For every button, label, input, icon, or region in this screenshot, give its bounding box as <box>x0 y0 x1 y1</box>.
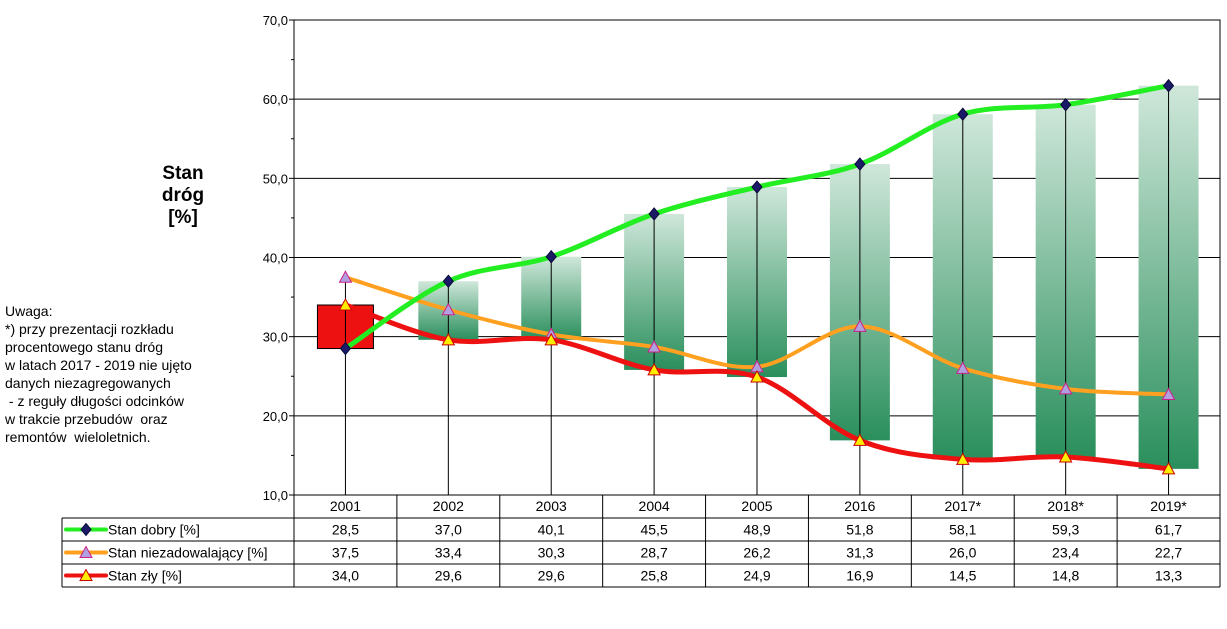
table-value: 37,5 <box>332 545 359 561</box>
legend-label: Stan niezadowalający [%] <box>108 545 268 561</box>
table-value: 45,5 <box>640 522 667 538</box>
table-value: 23,4 <box>1052 545 1079 561</box>
data-point <box>1058 381 1073 395</box>
y-tick-label: 70,0 <box>263 13 288 28</box>
data-point <box>854 157 866 171</box>
data-point <box>1161 461 1176 475</box>
category-label: 2003 <box>536 498 567 514</box>
note-line: - z reguły długości odcinków <box>5 393 184 409</box>
data-point <box>441 332 456 346</box>
table-value: 58,1 <box>949 522 976 538</box>
table-value: 14,8 <box>1052 568 1079 584</box>
category-label: 2017* <box>944 498 981 514</box>
category-label: 2004 <box>639 498 670 514</box>
data-point <box>957 107 969 121</box>
legend-marker <box>80 522 92 537</box>
data-point <box>441 302 456 316</box>
category-label: 2018* <box>1047 498 1084 514</box>
table-value: 48,9 <box>743 522 770 538</box>
table-value: 34,0 <box>332 568 359 584</box>
data-point <box>751 180 763 194</box>
y-axis-label-line: dróg <box>161 185 205 206</box>
y-axis-label-line: [%] <box>168 207 198 228</box>
y-tick-label: 20,0 <box>263 409 288 424</box>
data-point <box>1161 387 1176 400</box>
data-point <box>545 249 557 264</box>
data-point <box>339 341 352 356</box>
y-tick-label: 60,0 <box>263 92 288 107</box>
legend-marker <box>79 545 93 558</box>
table-value: 33,4 <box>435 545 462 561</box>
category-label: 2019* <box>1150 498 1187 514</box>
y-tick-label: 10,0 <box>263 488 288 503</box>
category-label: 2002 <box>433 498 464 514</box>
category-label: 2001 <box>330 498 361 514</box>
note-line: procentowego stanu dróg <box>5 339 163 355</box>
data-point <box>648 207 660 221</box>
table-value: 29,6 <box>538 568 565 584</box>
legend-label: Stan dobry [%] <box>108 522 200 538</box>
data-point <box>647 362 661 376</box>
data-point <box>442 274 454 289</box>
table-value: 37,0 <box>435 522 462 538</box>
data-point <box>955 452 970 465</box>
data-point <box>338 297 353 311</box>
table-value: 61,7 <box>1155 522 1182 538</box>
table-value: 26,0 <box>949 545 976 561</box>
data-point <box>1162 78 1175 93</box>
data-point <box>338 270 353 283</box>
table-value: 30,3 <box>538 545 565 561</box>
legend-label: Stan zły [%] <box>108 568 182 584</box>
data-point <box>750 369 764 383</box>
table-value: 16,9 <box>846 568 873 584</box>
table-value: 51,8 <box>846 522 873 538</box>
table-value: 25,8 <box>640 568 667 584</box>
note-line: *) przy prezentacji rozkładu <box>5 321 174 337</box>
table-value: 29,6 <box>435 568 462 584</box>
y-tick-label: 50,0 <box>263 171 288 186</box>
data-point <box>853 433 867 446</box>
legend-marker <box>79 568 93 581</box>
y-axis-label: Stan dróg [%] <box>140 163 226 229</box>
table-value: 28,7 <box>640 545 667 561</box>
table-value: 22,7 <box>1155 545 1182 561</box>
note: Uwaga: *) przy prezentacji rozkładu proc… <box>5 302 265 446</box>
table-value: 28,5 <box>332 522 359 538</box>
data-point <box>853 319 867 332</box>
note-line: w latach 2017 - 2019 nie ujęto <box>5 357 192 373</box>
table-value: 40,1 <box>538 522 565 538</box>
data-point <box>1060 97 1072 112</box>
category-label: 2016 <box>844 498 875 514</box>
note-line: w trakcie przebudów oraz <box>5 411 168 427</box>
note-line: danych niezagregowanych <box>5 375 171 391</box>
table-value: 31,3 <box>846 545 873 561</box>
table-value: 59,3 <box>1052 522 1079 538</box>
y-tick-label: 30,0 <box>263 330 288 345</box>
table-value: 24,9 <box>743 568 770 584</box>
data-point <box>955 361 970 374</box>
table-value: 14,5 <box>949 568 976 584</box>
y-tick-label: 40,0 <box>263 251 288 266</box>
data-point <box>1058 449 1073 463</box>
table-value: 13,3 <box>1155 568 1182 584</box>
category-label: 2005 <box>741 498 772 514</box>
note-line: remontów wieloletnich. <box>5 429 151 445</box>
data-point <box>544 332 559 346</box>
note-line: Uwaga: <box>5 303 53 319</box>
data-point <box>647 339 661 353</box>
y-axis-label-line: Stan <box>162 163 204 184</box>
table-value: 26,2 <box>743 545 770 561</box>
